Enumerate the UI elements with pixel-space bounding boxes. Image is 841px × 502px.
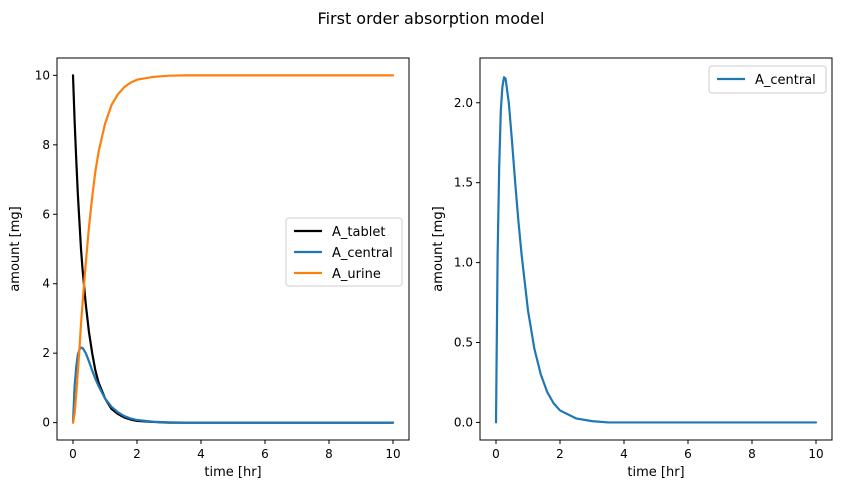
x-tick-label: 8 [325, 447, 333, 461]
y-tick-label: 8 [42, 138, 50, 152]
y-tick-label: 2 [42, 346, 50, 360]
x-tick-label: 4 [197, 447, 205, 461]
x-tick-label: 8 [748, 447, 756, 461]
x-tick-label: 2 [133, 447, 141, 461]
y-tick-label: 2.0 [454, 96, 473, 110]
x-tick-label: 6 [684, 447, 692, 461]
x-tick-label: 0 [492, 447, 500, 461]
y-axis-label: amount [mg] [431, 206, 446, 291]
y-tick-label: 10 [35, 68, 50, 82]
y-tick-label: 6 [42, 207, 50, 221]
legend-label: A_central [755, 73, 816, 88]
legend: A_tablet A_central A_urine [285, 217, 403, 287]
legend-frame [708, 65, 827, 94]
figure-title: First order absorption model [318, 9, 545, 28]
legend-label: A_central [332, 246, 393, 261]
y-axis-label: amount [mg] [8, 206, 23, 291]
y-tick-label: 1.5 [454, 176, 473, 190]
x-tick-label: 2 [556, 447, 564, 461]
y-tick-label: 0.5 [454, 336, 473, 350]
y-tick-label: 4 [42, 277, 50, 291]
legend-frame [285, 217, 403, 287]
y-tick-label: 1.0 [454, 256, 473, 270]
y-tick-label: 0 [42, 416, 50, 430]
x-tick-label: 4 [620, 447, 628, 461]
series-line-a-urine [71, 74, 395, 424]
x-axis-label: time [hr] [627, 465, 684, 480]
x-tick-label: 10 [808, 447, 823, 461]
y-tick-label: 0.0 [454, 415, 473, 429]
legend-label: A_tablet [332, 225, 385, 240]
series-line-a-central [71, 346, 395, 424]
legend-label: A_urine [332, 267, 381, 282]
legend: A_central [708, 65, 827, 94]
x-tick-label: 10 [385, 447, 400, 461]
series-line-a-central [494, 76, 818, 424]
right-plot: 0 2 4 6 8 10 0.0 0.5 1.0 1.5 2.0 time [hr] amount [m… [431, 57, 833, 480]
x-tick-label: 0 [69, 447, 77, 461]
left-plot: 0 2 4 6 8 10 0 2 4 6 8 10 time [hr] amount [mg] A_tabl… [8, 57, 410, 480]
plot-frame [56, 57, 410, 441]
x-axis-label: time [hr] [204, 465, 261, 480]
x-tick-label: 6 [261, 447, 269, 461]
plot-frame [479, 57, 833, 441]
